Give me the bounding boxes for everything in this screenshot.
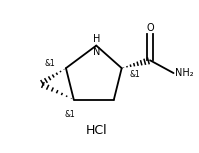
Text: N: N [93, 47, 100, 57]
Text: NH₂: NH₂ [175, 68, 193, 78]
Text: &1: &1 [130, 70, 140, 78]
Text: O: O [146, 23, 154, 33]
Text: &1: &1 [64, 110, 75, 119]
Text: &1: &1 [45, 59, 56, 68]
Text: H: H [93, 34, 100, 44]
Text: HCl: HCl [85, 125, 107, 138]
